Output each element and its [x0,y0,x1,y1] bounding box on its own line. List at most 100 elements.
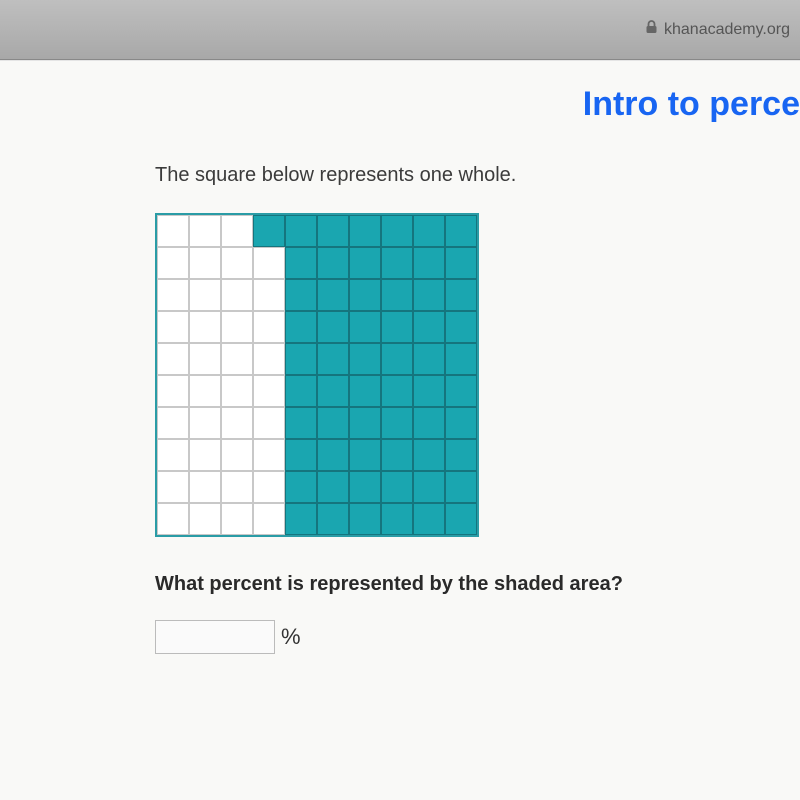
grid-cell [349,503,381,535]
grid-cell [381,247,413,279]
grid-cell [445,247,477,279]
grid-cell [285,215,317,247]
grid-cell [189,215,221,247]
grid-cell [253,215,285,247]
grid-cell [413,343,445,375]
grid-cell [253,471,285,503]
grid-cell [253,439,285,471]
grid-cell [285,279,317,311]
grid-cell [157,247,189,279]
grid-cell [221,247,253,279]
grid-cell [445,311,477,343]
grid-cell [253,503,285,535]
grid-cell [381,375,413,407]
grid-cell [189,407,221,439]
grid-cell [381,343,413,375]
grid-cell [253,343,285,375]
grid-cell [317,439,349,471]
grid-cell [317,279,349,311]
grid-cell [445,471,477,503]
question-text: What percent is represented by the shade… [155,573,800,596]
grid-cell [221,279,253,311]
grid-cell [253,375,285,407]
grid-cell [285,247,317,279]
url-text: khanacademy.org [664,21,790,39]
grid-cell [413,375,445,407]
grid-cell [413,439,445,471]
grid-cell [157,279,189,311]
answer-row: % [155,620,800,654]
grid-cell [413,247,445,279]
percent-symbol: % [281,624,301,650]
grid-cell [221,471,253,503]
url-bar: khanacademy.org [645,20,790,39]
page-title: Intro to perce [0,85,800,124]
grid-cell [445,407,477,439]
grid-cell [189,503,221,535]
grid-cell [349,471,381,503]
grid-cell [285,471,317,503]
grid-cell [349,343,381,375]
grid-cell [445,215,477,247]
grid-cell [445,343,477,375]
grid-cell [253,311,285,343]
lock-icon [645,20,658,39]
grid-cell [445,503,477,535]
grid-cell [285,343,317,375]
answer-input[interactable] [155,620,275,654]
grid-cell [381,439,413,471]
grid-cell [285,311,317,343]
grid-cell [189,279,221,311]
grid-cell [221,439,253,471]
grid-cell [253,279,285,311]
grid-cell [317,343,349,375]
grid-cell [221,503,253,535]
percent-grid [155,213,479,537]
grid-cell [189,311,221,343]
grid-cell [317,471,349,503]
grid-cell [413,407,445,439]
grid-cell [157,471,189,503]
grid-cell [157,311,189,343]
grid-cell [317,407,349,439]
grid-cell [189,471,221,503]
grid-cell [413,311,445,343]
grid-cell [413,503,445,535]
grid-cells [157,215,477,535]
grid-cell [317,215,349,247]
grid-cell [349,247,381,279]
grid-cell [221,215,253,247]
grid-cell [317,247,349,279]
grid-cell [157,215,189,247]
grid-cell [381,215,413,247]
grid-cell [381,503,413,535]
grid-cell [221,343,253,375]
grid-cell [445,439,477,471]
grid-cell [381,407,413,439]
grid-cell [381,471,413,503]
grid-cell [285,439,317,471]
grid-cell [221,407,253,439]
grid-cell [413,215,445,247]
grid-cell [317,503,349,535]
grid-cell [189,439,221,471]
grid-cell [445,375,477,407]
grid-cell [253,407,285,439]
grid-cell [157,503,189,535]
grid-cell [349,215,381,247]
grid-cell [221,311,253,343]
grid-cell [189,375,221,407]
grid-cell [221,375,253,407]
content-area: The square below represents one whole. W… [0,164,800,654]
page-body: Intro to perce The square below represen… [0,60,800,800]
grid-cell [253,247,285,279]
grid-cell [317,311,349,343]
prompt-text: The square below represents one whole. [155,164,800,187]
grid-cell [381,279,413,311]
grid-cell [349,279,381,311]
grid-cell [349,407,381,439]
grid-cell [413,471,445,503]
grid-cell [157,407,189,439]
grid-cell [157,375,189,407]
grid-cell [317,375,349,407]
